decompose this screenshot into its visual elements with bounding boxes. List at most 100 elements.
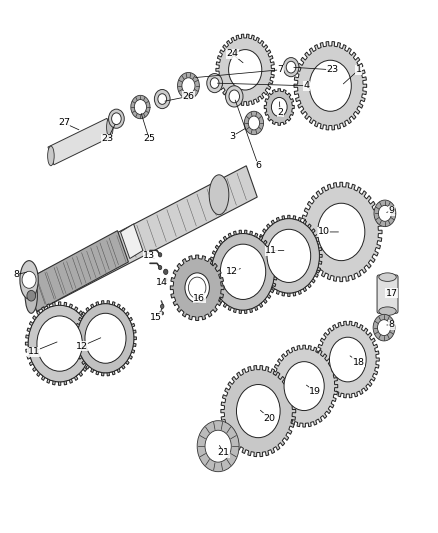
Text: 6: 6 bbox=[255, 161, 261, 170]
Circle shape bbox=[158, 94, 166, 104]
Text: 11: 11 bbox=[28, 347, 39, 356]
Circle shape bbox=[212, 233, 275, 310]
Text: 14: 14 bbox=[156, 278, 168, 287]
Text: 23: 23 bbox=[326, 66, 339, 74]
Circle shape bbox=[197, 421, 239, 472]
Circle shape bbox=[109, 109, 124, 128]
Circle shape bbox=[85, 313, 126, 364]
Text: 12: 12 bbox=[226, 268, 238, 276]
Polygon shape bbox=[170, 255, 224, 320]
Circle shape bbox=[160, 304, 164, 309]
Circle shape bbox=[248, 116, 260, 130]
Text: 7: 7 bbox=[277, 66, 283, 74]
Ellipse shape bbox=[48, 146, 54, 166]
Polygon shape bbox=[300, 182, 382, 281]
Circle shape bbox=[378, 205, 392, 221]
Polygon shape bbox=[271, 345, 338, 427]
Polygon shape bbox=[216, 34, 275, 106]
Circle shape bbox=[284, 362, 324, 410]
Circle shape bbox=[286, 61, 296, 73]
Text: 27: 27 bbox=[58, 118, 70, 127]
Circle shape bbox=[154, 90, 170, 109]
Ellipse shape bbox=[25, 278, 37, 313]
Circle shape bbox=[244, 111, 264, 135]
Text: 15: 15 bbox=[150, 312, 162, 321]
Circle shape bbox=[373, 314, 395, 341]
Circle shape bbox=[188, 277, 206, 298]
Circle shape bbox=[112, 113, 121, 125]
Text: 25: 25 bbox=[143, 134, 155, 143]
Ellipse shape bbox=[379, 307, 396, 316]
Text: 4: 4 bbox=[304, 81, 309, 90]
Polygon shape bbox=[264, 89, 294, 125]
Text: 1: 1 bbox=[356, 66, 362, 74]
Circle shape bbox=[272, 98, 287, 117]
Text: 11: 11 bbox=[265, 246, 277, 255]
Text: 10: 10 bbox=[318, 228, 330, 237]
Polygon shape bbox=[48, 118, 113, 165]
Circle shape bbox=[207, 74, 223, 93]
Text: 19: 19 bbox=[309, 387, 321, 396]
Circle shape bbox=[177, 72, 199, 99]
Circle shape bbox=[229, 50, 262, 90]
Text: 21: 21 bbox=[217, 448, 230, 457]
Polygon shape bbox=[255, 215, 322, 296]
Text: 13: 13 bbox=[143, 252, 155, 260]
Text: 2: 2 bbox=[277, 108, 283, 117]
Polygon shape bbox=[316, 321, 379, 398]
Circle shape bbox=[318, 203, 365, 261]
Ellipse shape bbox=[209, 175, 229, 215]
Text: 9: 9 bbox=[389, 206, 395, 215]
Circle shape bbox=[205, 430, 231, 462]
Circle shape bbox=[220, 244, 266, 300]
Polygon shape bbox=[120, 224, 143, 259]
Circle shape bbox=[163, 269, 168, 274]
Polygon shape bbox=[209, 230, 277, 313]
Text: 8: 8 bbox=[389, 320, 395, 329]
Polygon shape bbox=[26, 231, 128, 311]
Circle shape bbox=[134, 100, 147, 115]
Circle shape bbox=[309, 60, 351, 111]
Ellipse shape bbox=[379, 273, 396, 281]
Circle shape bbox=[27, 290, 35, 301]
Polygon shape bbox=[25, 302, 94, 385]
Polygon shape bbox=[26, 166, 257, 311]
Circle shape bbox=[182, 78, 195, 94]
Circle shape bbox=[226, 86, 243, 107]
Circle shape bbox=[28, 305, 91, 382]
Text: 12: 12 bbox=[75, 342, 88, 351]
Ellipse shape bbox=[106, 117, 113, 137]
Circle shape bbox=[161, 312, 163, 315]
Circle shape bbox=[267, 229, 311, 282]
Circle shape bbox=[378, 320, 391, 336]
Circle shape bbox=[374, 200, 396, 227]
Text: 20: 20 bbox=[263, 414, 275, 423]
Text: 17: 17 bbox=[385, 288, 397, 297]
Ellipse shape bbox=[20, 261, 38, 299]
Text: 3: 3 bbox=[229, 132, 235, 141]
Text: 26: 26 bbox=[183, 92, 194, 101]
Circle shape bbox=[22, 271, 36, 288]
Text: 18: 18 bbox=[353, 358, 365, 367]
Circle shape bbox=[229, 90, 240, 103]
Circle shape bbox=[258, 219, 319, 293]
Circle shape bbox=[210, 78, 219, 88]
Polygon shape bbox=[74, 301, 136, 376]
Circle shape bbox=[185, 273, 209, 303]
Text: 24: 24 bbox=[226, 50, 238, 58]
Circle shape bbox=[158, 265, 162, 270]
Circle shape bbox=[158, 253, 162, 257]
Text: 23: 23 bbox=[102, 134, 114, 143]
Circle shape bbox=[77, 304, 134, 373]
Circle shape bbox=[329, 337, 366, 382]
Circle shape bbox=[37, 316, 82, 371]
Circle shape bbox=[283, 58, 299, 77]
Text: 8: 8 bbox=[13, 270, 19, 279]
Text: 16: 16 bbox=[193, 294, 205, 303]
Polygon shape bbox=[221, 366, 296, 457]
FancyBboxPatch shape bbox=[377, 275, 398, 313]
Polygon shape bbox=[294, 42, 367, 130]
Circle shape bbox=[237, 384, 280, 438]
Circle shape bbox=[164, 278, 167, 281]
Circle shape bbox=[131, 95, 150, 119]
